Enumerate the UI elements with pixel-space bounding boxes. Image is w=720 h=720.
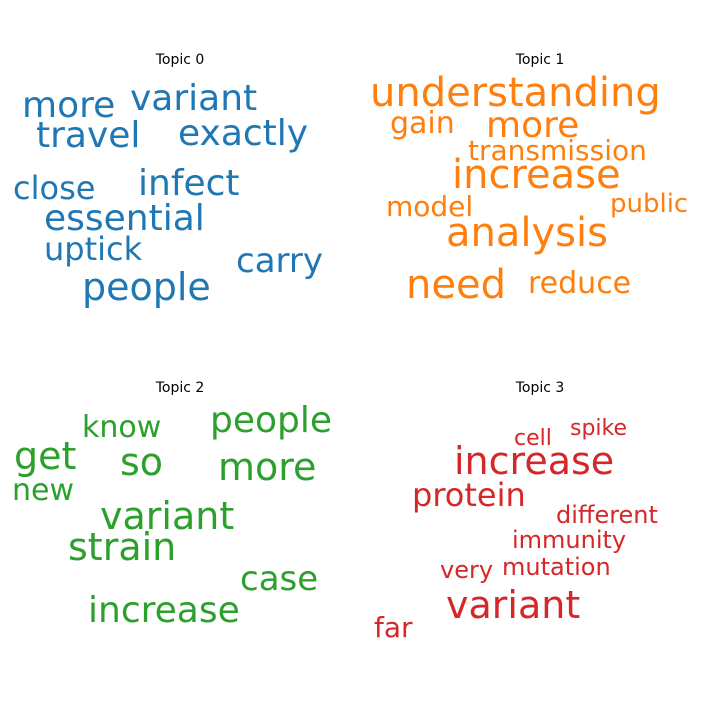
word-know: know	[82, 410, 161, 445]
word-more: more	[486, 105, 579, 146]
word-increase: increase	[454, 439, 614, 483]
word-more: more	[218, 445, 316, 489]
word-so: so	[120, 440, 163, 484]
chart-title: Topic 1	[515, 52, 565, 68]
word-infect: infect	[138, 163, 240, 204]
word-case: case	[240, 559, 318, 599]
word-carry: carry	[236, 241, 323, 281]
word-get: get	[14, 434, 76, 478]
word-mutation: mutation	[502, 553, 611, 581]
word-exactly: exactly	[178, 113, 308, 154]
word-transmission: transmission	[468, 134, 647, 167]
word-analysis: analysis	[446, 210, 608, 256]
word-more: more	[22, 85, 115, 126]
wordcloud-panel-topic-0: Topic 0 more variant travel exactly close inf…	[0, 0, 360, 360]
word-essential: essential	[44, 198, 205, 239]
word-people: people	[210, 400, 332, 441]
word-very: very	[440, 556, 493, 584]
word-uptick: uptick	[44, 230, 143, 268]
chart-title: Topic 3	[515, 380, 565, 396]
word-gain: gain	[390, 106, 455, 141]
word-increase: increase	[452, 152, 621, 198]
word-travel: travel	[36, 115, 140, 156]
word-cell: cell	[514, 426, 552, 451]
word-protein: protein	[412, 476, 526, 514]
word-variant: variant	[446, 583, 580, 627]
word-model: model	[386, 190, 473, 223]
word-spike: spike	[570, 416, 627, 441]
word-variant: variant	[100, 494, 234, 538]
word-far: far	[374, 611, 413, 644]
wordcloud-panel-topic-2: Topic 2 know people get so more new variant str…	[0, 328, 360, 688]
word-immunity: immunity	[512, 526, 626, 554]
word-people: people	[82, 265, 211, 309]
word-reduce: reduce	[528, 266, 631, 301]
wordcloud-panel-topic-3: Topic 3 spike cell increase protein differen…	[360, 328, 720, 688]
chart-title: Topic 2	[155, 380, 205, 396]
word-need: need	[406, 262, 506, 308]
word-strain: strain	[68, 525, 176, 569]
word-public: public	[610, 189, 688, 219]
wordcloud-panel-topic-1: Topic 1 understanding gain more transmissio…	[360, 0, 720, 360]
word-new: new	[12, 473, 74, 508]
word-different: different	[556, 501, 658, 529]
word-close: close	[13, 169, 95, 207]
word-variant: variant	[130, 78, 257, 119]
word-understanding: understanding	[370, 70, 661, 116]
chart-title: Topic 0	[155, 52, 205, 68]
word-increase: increase	[88, 590, 240, 631]
